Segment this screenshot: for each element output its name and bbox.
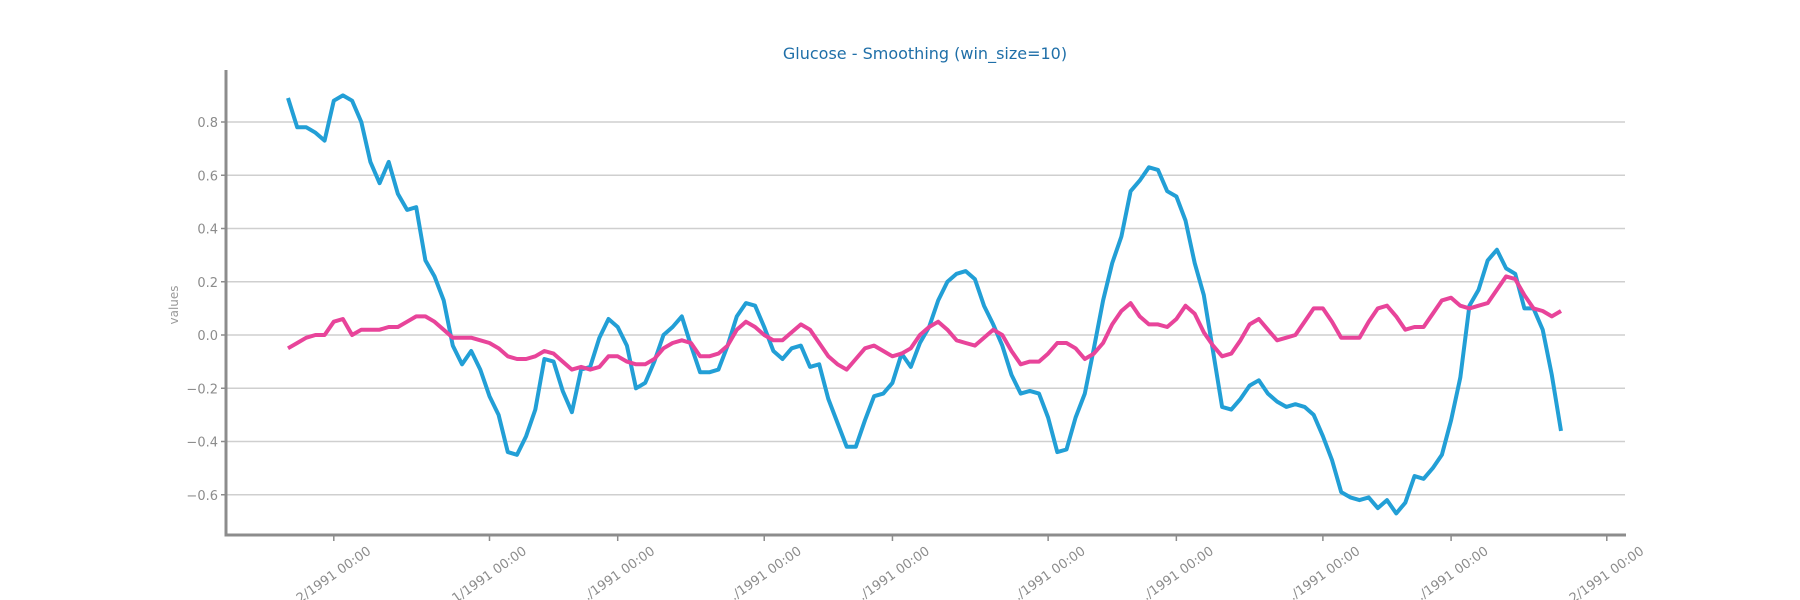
- x-tick-label: …/1991 00:00: [1004, 544, 1088, 600]
- x-tick-label: …/1991 00:00: [1279, 544, 1363, 600]
- y-tick-label: 0.8: [197, 116, 218, 131]
- x-tick-label: …/1991 00:00: [574, 544, 658, 600]
- y-axis-label: values: [167, 285, 181, 324]
- x-tick-label: …/1991 00:00: [849, 544, 933, 600]
- series-line-raw: [286, 93, 1563, 516]
- series-lines: [286, 93, 1563, 516]
- y-tick-label: −0.4: [186, 436, 218, 451]
- gridlines: [226, 121, 1625, 496]
- x-axis-ticks: …2/1991 00:00 …1/1991 00:00 …/1991 00:00 …/…: [283, 535, 1647, 600]
- y-tick-label: −0.2: [186, 382, 218, 397]
- series-line-smoothed: [287, 274, 1563, 372]
- y-tick-label: 0.6: [197, 169, 218, 184]
- x-tick-label: …/1991 00:00: [1133, 544, 1217, 600]
- x-tick-label: …1/1991 00:00: [439, 544, 530, 600]
- x-tick-label: …2/1991 00:00: [1556, 544, 1647, 600]
- x-tick-label: …/1991 00:00: [1407, 544, 1491, 600]
- x-tick-label: …/1991 00:00: [721, 544, 805, 600]
- y-axis-ticks: −0.6 −0.4 −0.2 0.0 0.2 0.4 0.6 0.8: [186, 116, 226, 504]
- y-tick-label: 0.2: [197, 276, 218, 291]
- y-tick-label: −0.6: [186, 489, 218, 504]
- x-tick-label: …2/1991 00:00: [283, 544, 374, 600]
- y-tick-label: 0.0: [197, 329, 218, 344]
- chart-title: Glucose - Smoothing (win_size=10): [783, 44, 1067, 64]
- y-tick-label: 0.4: [197, 223, 218, 238]
